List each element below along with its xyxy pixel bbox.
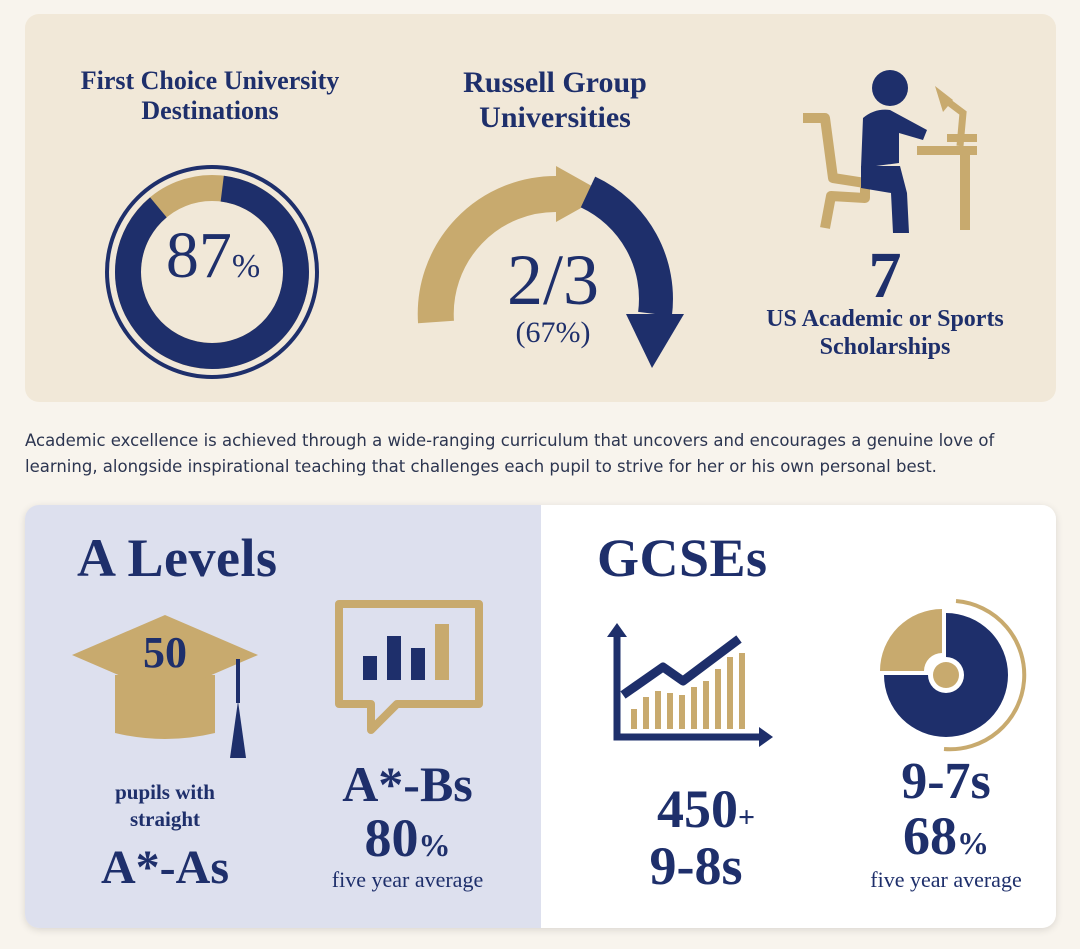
first-choice-value: 87% xyxy=(165,219,261,292)
russell-arrows-icon xyxy=(417,166,684,368)
gcse-percent: 68% xyxy=(903,806,989,866)
gcse-caption: five year average xyxy=(870,867,1022,892)
alevels-heading: A Levels xyxy=(77,528,278,588)
intro-paragraph: Academic excellence is achieved through … xyxy=(25,431,995,476)
abs-grade: A*-Bs xyxy=(342,756,473,812)
gcse-grade: 9-7s xyxy=(901,753,991,810)
russell-value: 2/3 xyxy=(506,240,599,320)
graduation-cap-icon xyxy=(72,615,258,758)
russell-percent: (67%) xyxy=(515,316,591,349)
bar-chart-speech-bubble-icon xyxy=(335,600,483,734)
abs-percent: 80% xyxy=(364,808,451,868)
gcses-heading: GCSEs xyxy=(597,528,768,588)
gcse-count-grade: 9-8s xyxy=(649,836,743,896)
results-section: A Levels 50 pupils with straight A*-As A… xyxy=(25,505,1056,928)
cap-value: 50 xyxy=(143,628,187,677)
first-choice-ring-chart xyxy=(105,165,319,379)
alevels-panel: A Levels 50 pupils with straight A*-As A… xyxy=(25,505,541,928)
cap-grade: A*-As xyxy=(101,841,229,894)
cap-caption: pupils with straight xyxy=(115,780,215,831)
gcses-panel: GCSEs 450+ 9-8s xyxy=(541,505,1056,928)
line-chart-icon xyxy=(607,623,773,747)
donut-chart-icon xyxy=(880,599,1027,752)
student-desk-icon xyxy=(803,70,977,233)
scholarships-label: US Academic or Sports Scholarships xyxy=(766,306,1004,360)
first-choice-title: First Choice University Destinations xyxy=(80,66,340,125)
scholarships-value: 7 xyxy=(868,239,902,312)
russell-title: Russell Group Universities xyxy=(463,66,647,134)
top-stats-panel: First Choice University Destinations 87%… xyxy=(25,14,1056,402)
gcse-count: 450+ xyxy=(656,779,756,839)
abs-caption: five year average xyxy=(331,867,484,892)
